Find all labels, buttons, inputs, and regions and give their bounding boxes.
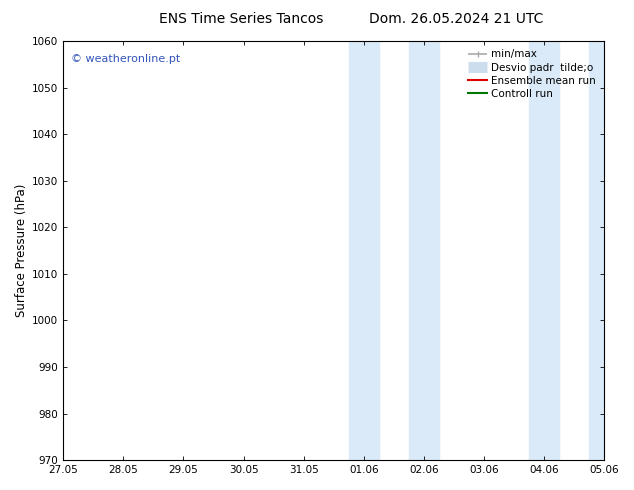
Bar xyxy=(589,41,604,460)
Y-axis label: Surface Pressure (hPa): Surface Pressure (hPa) xyxy=(15,184,28,318)
Text: Dom. 26.05.2024 21 UTC: Dom. 26.05.2024 21 UTC xyxy=(369,12,544,26)
Legend: min/max, Desvio padr  tilde;o, Ensemble mean run, Controll run: min/max, Desvio padr tilde;o, Ensemble m… xyxy=(465,46,599,102)
Text: ENS Time Series Tancos: ENS Time Series Tancos xyxy=(158,12,323,26)
Text: © weatheronline.pt: © weatheronline.pt xyxy=(72,53,181,64)
Bar xyxy=(349,41,378,460)
Bar xyxy=(409,41,439,460)
Bar xyxy=(529,41,559,460)
